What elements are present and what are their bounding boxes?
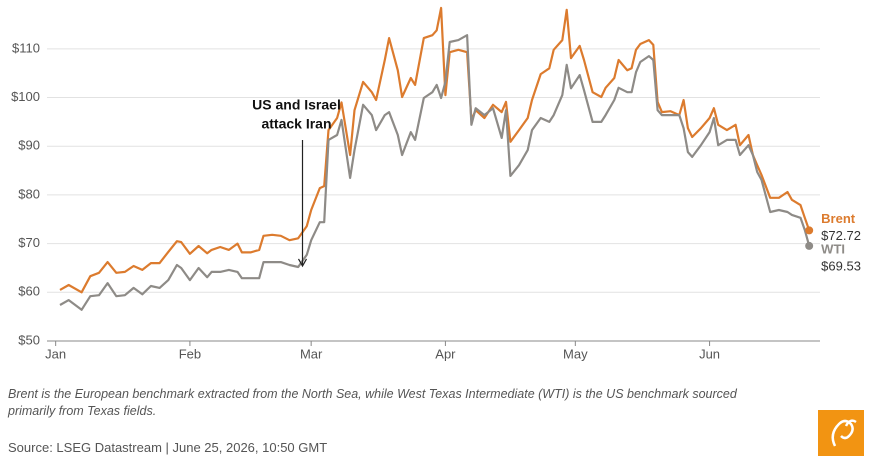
y-tick-label: $100	[11, 89, 40, 104]
note-line: primarily from Texas fields.	[7, 404, 156, 418]
annotation: US and Israel	[252, 97, 341, 113]
y-tick-label: $60	[18, 284, 40, 299]
logo	[818, 410, 864, 456]
logo-box	[818, 410, 864, 456]
source: Source: LSEG Datastream | June 25, 2026,…	[8, 440, 327, 455]
legend-name: Brent	[821, 211, 856, 226]
x-tick-label: Mar	[300, 346, 323, 361]
y-tick-label: $80	[18, 186, 40, 201]
annotation-arrowhead	[297, 258, 308, 268]
logo-mark	[831, 419, 857, 447]
end-label: $72.72	[821, 228, 861, 243]
series-line	[59, 6, 811, 294]
note-line: Brent is the European benchmark extracte…	[8, 387, 738, 401]
annotation: attack Iran	[261, 116, 331, 132]
legend-name: WTI	[821, 241, 845, 256]
x-tick-label: Jun	[699, 346, 720, 361]
x-tick-label: Feb	[179, 346, 201, 361]
end-point	[805, 241, 814, 250]
x-tick-label: Apr	[435, 346, 456, 361]
y-tick-label: $50	[18, 332, 40, 347]
end-label: $69.53	[821, 258, 861, 273]
y-tick-label: $70	[18, 235, 40, 250]
y-tick-label: $110	[12, 40, 40, 55]
x-tick-label: May	[563, 346, 588, 361]
end-point	[805, 226, 814, 235]
y-tick-label: $90	[18, 138, 40, 153]
series-line	[59, 34, 811, 311]
x-tick-label: Jan	[45, 346, 66, 361]
